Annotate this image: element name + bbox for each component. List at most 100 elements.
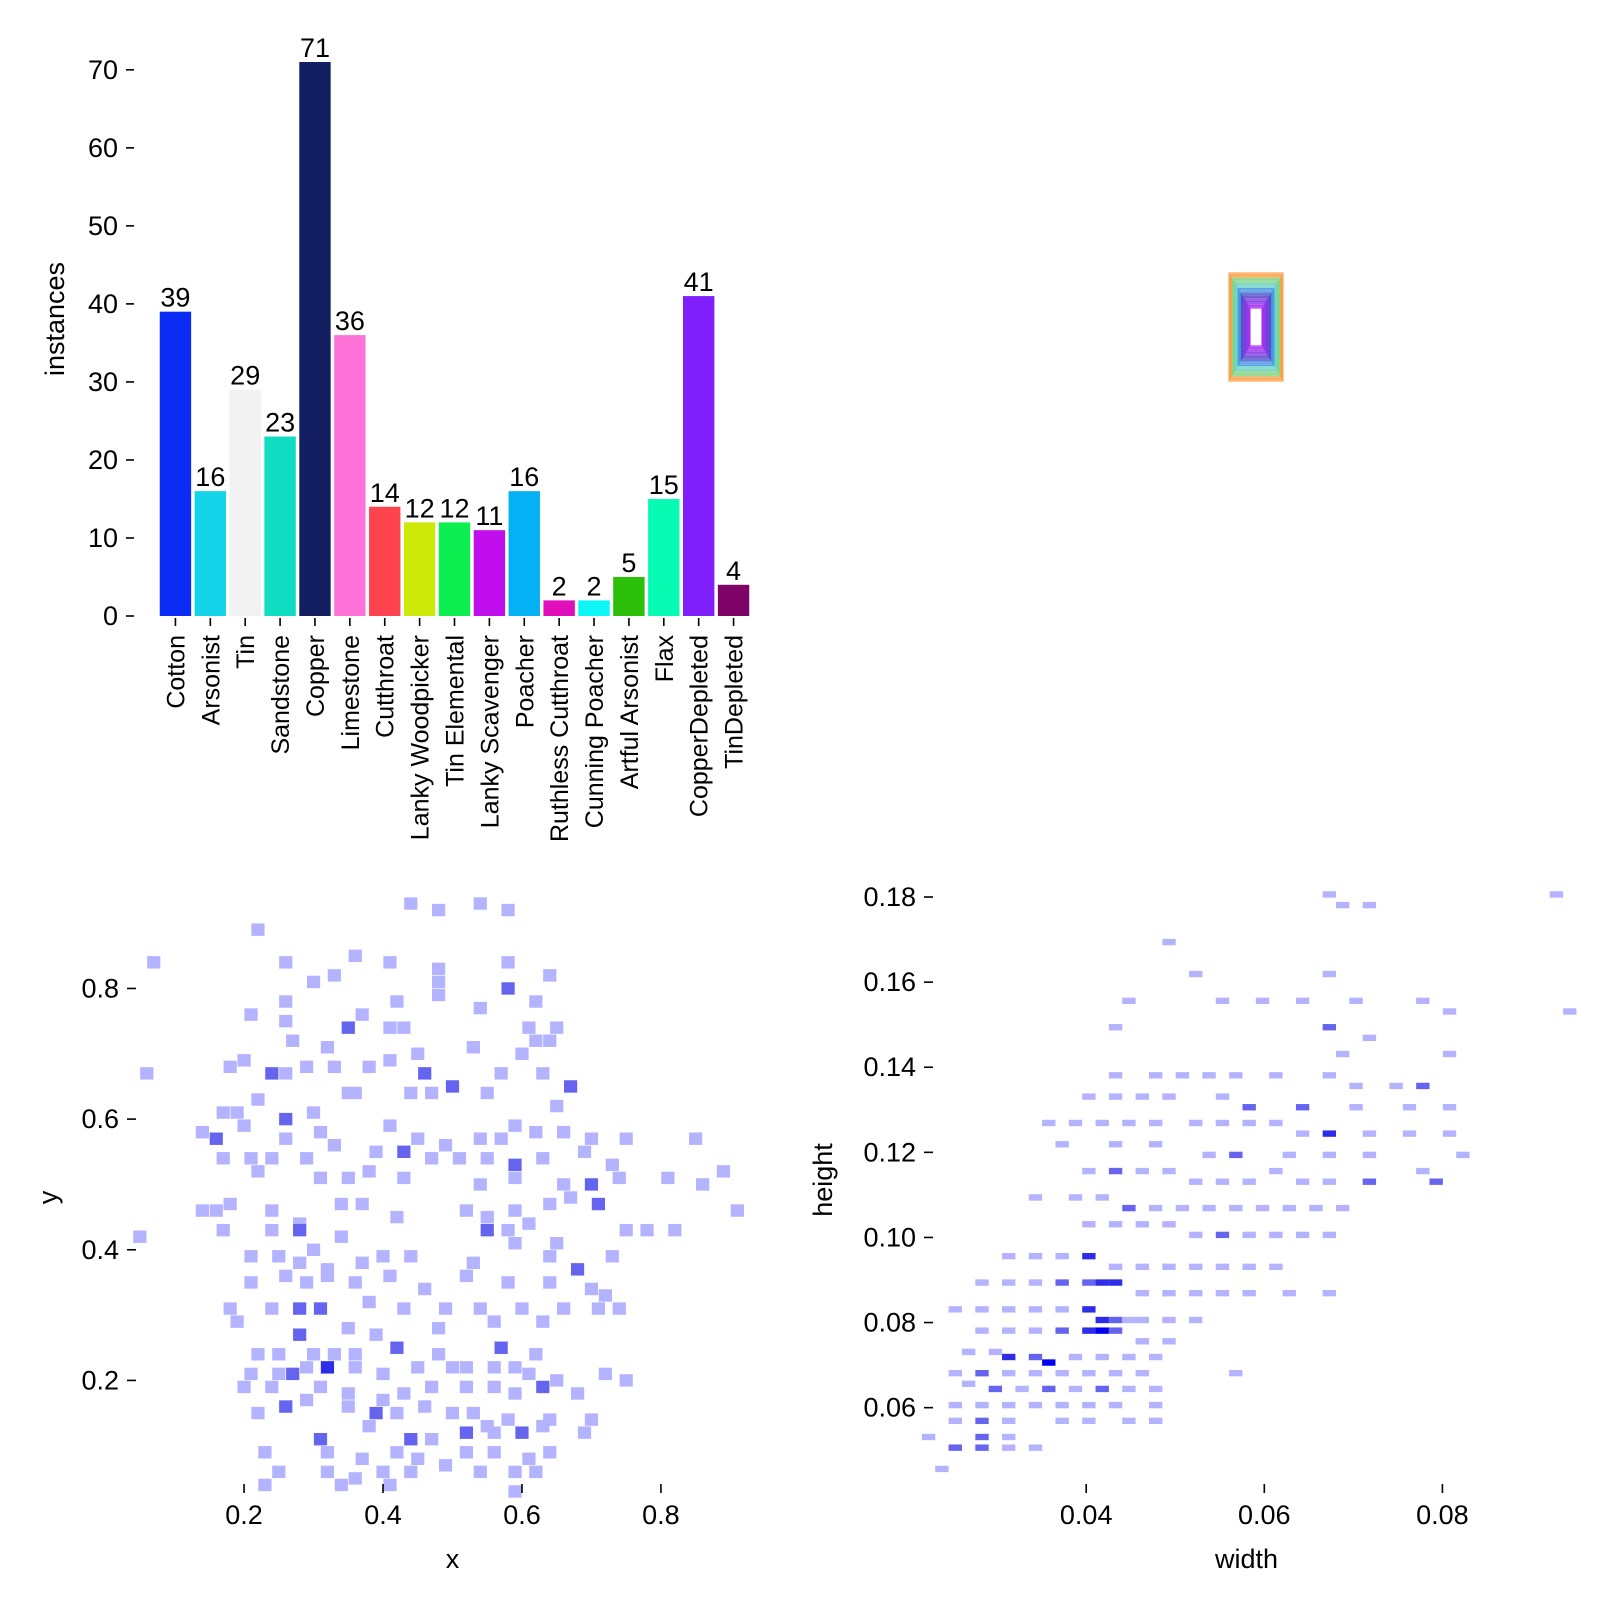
bar-value-label: 16 bbox=[195, 462, 225, 492]
bar-limestone bbox=[334, 335, 366, 616]
bounding-box-rectangles-plot bbox=[1228, 272, 1284, 382]
heatmap-cell bbox=[383, 1269, 397, 1283]
heatmap-cell bbox=[1095, 1353, 1109, 1361]
heatmap-cell bbox=[1082, 1279, 1096, 1286]
heatmap-cell bbox=[286, 1034, 300, 1047]
heatmap-cell bbox=[1028, 1327, 1043, 1334]
bar-cotton bbox=[159, 311, 192, 616]
heatmap-cell bbox=[605, 1158, 619, 1172]
heatmap-cell bbox=[425, 1086, 439, 1100]
heatmap-cell bbox=[1335, 1204, 1350, 1212]
heatmap-cell bbox=[1135, 1370, 1149, 1377]
heatmap-cell bbox=[244, 1250, 258, 1263]
heatmap-cell bbox=[508, 1119, 522, 1132]
heatmap-cell bbox=[494, 1132, 508, 1145]
heatmap-cell bbox=[1309, 1204, 1323, 1212]
heatmap-cell bbox=[1162, 1338, 1176, 1345]
bounding-box-outline bbox=[1232, 278, 1280, 376]
heatmap-cell bbox=[299, 1060, 314, 1074]
heatmap-cell bbox=[341, 1021, 355, 1034]
bounding-box-outline bbox=[1229, 274, 1283, 380]
heatmap-cell bbox=[501, 1223, 515, 1237]
y-tick-label: 0 bbox=[103, 601, 118, 631]
heatmap-cell bbox=[369, 1406, 383, 1420]
heatmap-cell bbox=[279, 1269, 293, 1283]
heatmap-cell bbox=[244, 1276, 258, 1289]
heatmap-cell bbox=[1002, 1444, 1016, 1451]
heatmap-cell bbox=[459, 1204, 473, 1217]
bar-value-label: 2 bbox=[587, 571, 602, 601]
heatmap-cell bbox=[341, 1387, 355, 1400]
heatmap-cell bbox=[975, 1279, 989, 1286]
heatmap-cell bbox=[362, 1295, 376, 1309]
bounding-box-outline bbox=[1237, 287, 1275, 367]
heatmap-cell bbox=[1442, 1130, 1457, 1137]
heatmap-cell bbox=[1322, 1072, 1336, 1079]
heatmap-cell bbox=[1108, 1093, 1123, 1100]
heatmap-cell bbox=[404, 1250, 418, 1263]
x-tick-label: Ruthless Cutthroat bbox=[546, 635, 574, 842]
heatmap-cell bbox=[1402, 1104, 1417, 1111]
heatmap-cell bbox=[383, 1021, 397, 1034]
heatmap-cell bbox=[1108, 1221, 1123, 1228]
heatmap-cell bbox=[501, 1276, 515, 1289]
heatmap-cell bbox=[480, 1152, 494, 1165]
heatmap-cell bbox=[543, 1276, 557, 1289]
heatmap-cell bbox=[487, 1361, 501, 1374]
heatmap-cell bbox=[376, 1250, 390, 1263]
heatmap-cell bbox=[466, 1041, 480, 1054]
heatmap-cell bbox=[376, 1465, 390, 1479]
heatmap-cell bbox=[948, 1306, 962, 1313]
bounding-box-outline bbox=[1240, 293, 1272, 361]
heatmap-cell bbox=[550, 1374, 564, 1387]
x-tick-label: 0.04 bbox=[1060, 1500, 1113, 1530]
heatmap-cell bbox=[473, 1178, 487, 1191]
heatmap-cell bbox=[1095, 1316, 1109, 1324]
heatmap-cell bbox=[536, 1067, 550, 1080]
heatmap-cell bbox=[1349, 1082, 1363, 1090]
x-axis-title: x bbox=[446, 1544, 460, 1574]
heatmap-cell bbox=[716, 1165, 731, 1178]
heatmap-cell bbox=[975, 1433, 989, 1441]
heatmap-cell bbox=[1295, 997, 1310, 1005]
bounding-box-outline bbox=[1234, 282, 1278, 372]
heatmap-cell bbox=[306, 1348, 321, 1361]
heatmap-cell bbox=[348, 949, 362, 962]
heatmap-cell bbox=[1068, 1353, 1083, 1361]
heatmap-cell bbox=[696, 1178, 710, 1191]
heatmap-cell bbox=[272, 1367, 286, 1381]
heatmap-cell bbox=[508, 1171, 522, 1185]
heatmap-cell bbox=[425, 1152, 439, 1165]
heatmap-cell bbox=[584, 1282, 599, 1296]
heatmap-cell bbox=[216, 1223, 230, 1237]
heatmap-cell bbox=[397, 1302, 411, 1315]
heatmap-cell bbox=[529, 1348, 543, 1361]
heatmap-cell bbox=[550, 1237, 564, 1250]
heatmap-cell bbox=[1002, 1433, 1016, 1441]
heatmap-cell bbox=[299, 1393, 314, 1407]
heatmap-cell bbox=[272, 1250, 286, 1263]
heatmap-cell bbox=[1002, 1306, 1016, 1313]
heatmap-cell bbox=[605, 1250, 619, 1263]
bar-lanky-woodpicker bbox=[403, 522, 436, 616]
heatmap-cell bbox=[948, 1444, 962, 1451]
bounding-box-outline bbox=[1244, 299, 1268, 355]
heatmap-cell bbox=[543, 1197, 557, 1211]
heatmap-cell bbox=[598, 1367, 612, 1381]
heatmap-cell bbox=[320, 1269, 335, 1283]
heatmap-cell bbox=[522, 1452, 536, 1466]
heatmap-cell bbox=[1148, 1417, 1163, 1425]
heatmap-cell bbox=[501, 956, 515, 969]
heatmap-cell bbox=[459, 1361, 473, 1374]
heatmap-cell bbox=[1148, 1119, 1163, 1127]
y-tick-label: 0.10 bbox=[863, 1222, 916, 1252]
heatmap-cell bbox=[397, 1145, 411, 1158]
heatmap-cell bbox=[459, 1446, 473, 1459]
heatmap-cell bbox=[1269, 1072, 1283, 1079]
heatmap-cell bbox=[536, 1315, 550, 1328]
y-axis-title: y bbox=[33, 1190, 63, 1204]
heatmap-cell bbox=[1028, 1279, 1043, 1286]
heatmap-cell bbox=[438, 1459, 453, 1472]
heatmap-cell bbox=[1429, 1178, 1443, 1185]
